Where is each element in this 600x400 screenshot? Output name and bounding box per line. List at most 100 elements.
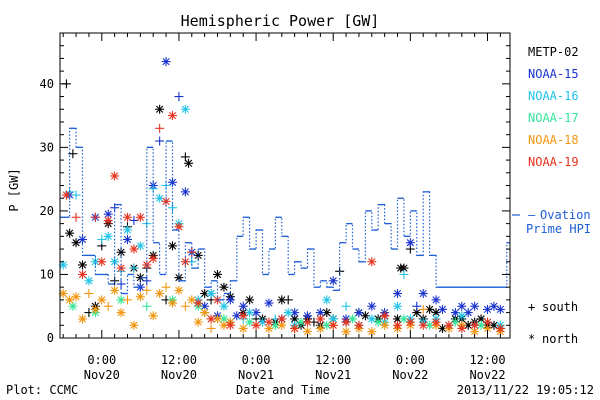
point-south <box>142 285 152 295</box>
point-south <box>174 92 184 102</box>
chart-title: Hemispheric Power [GW] <box>181 12 380 30</box>
plot-frame <box>59 32 511 339</box>
point-north <box>219 282 229 292</box>
point-south <box>103 301 113 311</box>
legend-entry-noaa-18: NOAA-18 <box>528 133 579 147</box>
point-north <box>322 295 332 305</box>
point-north <box>380 320 390 330</box>
point-north <box>303 317 312 327</box>
point-north <box>245 317 255 327</box>
point-north <box>360 311 370 321</box>
point-north <box>418 289 428 299</box>
point-north <box>148 311 158 321</box>
point-north <box>180 187 190 197</box>
point-north <box>457 311 467 321</box>
point-south <box>283 295 293 305</box>
point-north <box>367 314 377 324</box>
point-north <box>116 308 126 318</box>
point-north <box>245 295 255 305</box>
point-north <box>123 235 132 245</box>
point-north <box>180 257 190 267</box>
point-north <box>58 289 68 299</box>
point-north <box>431 295 441 305</box>
legend: METP-02 NOAA-15 NOAA-16 NOAA-17 NOAA-18 NOAA-… <box>528 45 579 169</box>
point-north <box>495 304 505 314</box>
point-south <box>187 247 197 257</box>
point-south <box>90 212 100 222</box>
point-north <box>78 314 87 324</box>
x-tick-time-label: 0:00 <box>242 353 271 367</box>
south-marker-symbol: + <box>528 300 535 314</box>
point-north <box>168 298 177 308</box>
point-north <box>373 317 383 327</box>
north-marker-symbol: * <box>528 332 535 346</box>
series-noaa-15 <box>65 57 505 324</box>
point-north <box>238 323 248 333</box>
point-south <box>142 301 152 311</box>
point-north <box>129 320 139 330</box>
point-north <box>103 209 113 219</box>
point-north <box>399 314 409 324</box>
plot-credit: Plot: CCMC <box>6 383 78 397</box>
ovation-legend-label-1: Ovation <box>540 208 591 222</box>
point-north <box>84 276 94 286</box>
ovation-layer <box>60 127 510 301</box>
point-north <box>148 254 158 264</box>
point-north <box>450 317 460 327</box>
point-north <box>315 314 325 324</box>
point-north <box>71 238 81 248</box>
point-north <box>393 320 402 330</box>
point-north <box>168 111 177 121</box>
plot-timestamp: 2013/11/22 19:05:12 <box>457 383 594 397</box>
legend-entry-noaa-16: NOAA-16 <box>528 89 579 103</box>
point-north <box>155 104 165 114</box>
series-layer <box>58 57 505 337</box>
point-north <box>367 301 377 311</box>
point-north <box>444 320 454 330</box>
series-metp-02 <box>61 79 505 333</box>
point-north <box>483 304 492 314</box>
x-tick-time-label: 12:00 <box>315 353 351 367</box>
point-north <box>65 295 75 305</box>
point-north <box>457 301 467 311</box>
point-north <box>184 158 194 168</box>
point-north <box>418 320 428 330</box>
point-north <box>155 289 165 299</box>
point-north <box>97 295 107 305</box>
point-north <box>483 323 492 333</box>
point-north <box>103 231 113 241</box>
point-north <box>264 298 274 308</box>
point-south <box>68 149 78 159</box>
point-north <box>470 320 480 330</box>
point-north <box>315 323 325 333</box>
y-tick-label: 10 <box>40 267 54 281</box>
series-noaa-18 <box>58 282 505 337</box>
point-north <box>405 238 415 248</box>
point-south <box>129 263 139 273</box>
point-north <box>283 308 293 318</box>
legend-entry-noaa-17: NOAA-17 <box>528 111 579 125</box>
point-north <box>135 241 145 251</box>
legend-entry-metp-02: METP-02 <box>528 45 579 59</box>
point-north <box>161 57 171 67</box>
point-north <box>174 285 184 295</box>
point-north <box>450 308 460 318</box>
point-north <box>251 320 261 330</box>
x-tick-time-label: 12:00 <box>161 353 197 367</box>
point-north <box>264 317 274 327</box>
point-south <box>206 323 216 333</box>
point-north <box>219 301 229 311</box>
point-south <box>180 301 190 311</box>
point-north <box>68 301 78 311</box>
y-tick-label: 40 <box>40 77 54 91</box>
point-north <box>110 257 120 267</box>
point-north <box>193 298 203 308</box>
point-north <box>206 289 216 299</box>
point-north <box>135 292 145 302</box>
point-north <box>393 289 402 299</box>
x-tick-date-label: Nov21 <box>238 368 274 382</box>
point-north <box>438 304 447 314</box>
point-south <box>180 152 190 162</box>
north-marker-label: north <box>542 332 578 346</box>
